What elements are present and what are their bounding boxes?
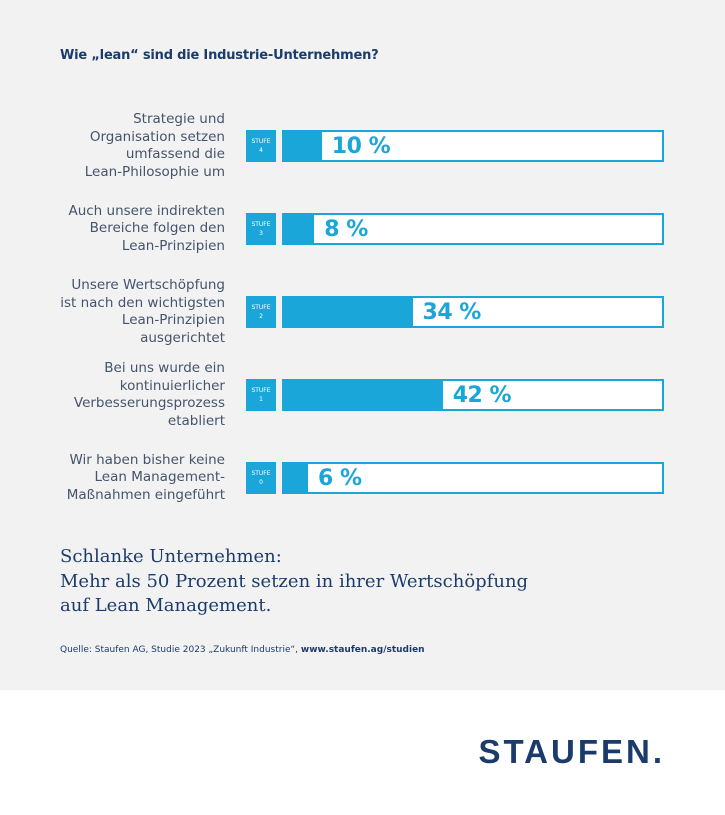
- bar-value-label: 34 %: [422, 300, 482, 325]
- chart-title: Wie „lean“ sind die Industrie-Unternehme…: [60, 48, 379, 63]
- category-label-line: umfassend die: [125, 146, 225, 162]
- category-label: Unsere Wertschöpfung ist nach den wichtig…: [25, 277, 225, 347]
- category-label-line: Bei uns wurde ein: [104, 360, 225, 376]
- bar: [284, 215, 315, 243]
- bar-value-label: 42 %: [452, 383, 512, 408]
- category-label: Bei uns wurde ein kontinuierlicher Verbess…: [25, 360, 225, 430]
- category-label-line: Auch unsere indirekten: [68, 202, 225, 219]
- category-label-line: Wir haben bisher keine: [69, 451, 225, 468]
- stufe-word: STUFE: [251, 221, 271, 228]
- category-label: Wir haben bisher keine Lean Management- Ma…: [25, 452, 225, 505]
- category-label-line: Strategie und: [133, 111, 225, 127]
- source-link[interactable]: www.staufen.ag/studien: [300, 645, 425, 655]
- category-label: Auch unsere indirekten Bereiche folgen de…: [25, 203, 225, 256]
- category-label: Strategie und Organisation setzen umfassen…: [25, 111, 225, 181]
- bar-value-label: 6 %: [318, 466, 362, 491]
- category-label-line: Unsere Wertschöpfung: [71, 277, 225, 293]
- stufe-number: 1: [259, 396, 263, 403]
- bar-track: 6 %: [282, 462, 664, 494]
- stufe-word: STUFE: [251, 138, 271, 145]
- source-note: Quelle: Staufen AG, Studie 2023 „Zukunft…: [60, 645, 425, 655]
- headline-line-2: Mehr als 50 Prozent setzen in ihrer Wert…: [60, 570, 529, 592]
- headline-line-1: Schlanke Unternehmen:: [60, 546, 282, 567]
- category-label-line: Organisation setzen: [89, 128, 225, 145]
- stufe-badge: STUFE 3: [246, 213, 276, 245]
- bar: [284, 381, 443, 409]
- stufe-number: 2: [259, 313, 263, 320]
- staufen-logo: STAUFEN.: [478, 733, 665, 770]
- headline-line-3: auf Lean Management.: [60, 595, 272, 616]
- category-label-line: Lean Management-: [94, 469, 225, 486]
- stufe-word: STUFE: [251, 304, 271, 311]
- stufe-badge: STUFE 0: [246, 462, 276, 494]
- stufe-number: 4: [259, 147, 263, 154]
- bar-track: 34 %: [282, 296, 664, 328]
- category-label-line: Maßnahmen eingeführt: [66, 486, 225, 503]
- stufe-number: 0: [259, 479, 263, 486]
- category-label-line: Bereiche folgen den: [89, 220, 225, 237]
- stufe-word: STUFE: [251, 387, 271, 394]
- category-label-line: Verbesserungsprozess: [73, 395, 225, 411]
- stufe-badge: STUFE 2: [246, 296, 276, 328]
- category-label-line: kontinuierlicher: [119, 377, 225, 394]
- category-label-line: etabliert: [167, 412, 225, 429]
- category-label-line: ausgerichtet: [140, 329, 225, 346]
- stufe-number: 3: [259, 230, 263, 237]
- bar-track: 8 %: [282, 213, 664, 245]
- bar-track: 10 %: [282, 130, 664, 162]
- bar-value-label: 10 %: [331, 134, 391, 159]
- category-label-line: ist nach den wichtigsten: [60, 294, 225, 311]
- bar: [284, 298, 413, 326]
- source-text: Quelle: Staufen AG, Studie 2023 „Zukunft…: [60, 645, 301, 655]
- infographic-panel: Wie „lean“ sind die Industrie-Unternehme…: [0, 0, 725, 690]
- bar-value-label: 8 %: [324, 217, 368, 242]
- headline: Schlanke Unternehmen: Mehr als 50 Prozen…: [60, 545, 528, 619]
- category-label-line: Lean-Prinzipien: [121, 312, 225, 328]
- stufe-word: STUFE: [251, 470, 271, 477]
- bar: [284, 464, 308, 492]
- category-label-line: Lean-Prinzipien: [121, 237, 225, 254]
- category-label-line: Lean-Philosophie um: [84, 163, 225, 180]
- stufe-badge: STUFE 4: [246, 130, 276, 162]
- stufe-badge: STUFE 1: [246, 379, 276, 411]
- bar: [284, 132, 322, 160]
- bar-track: 42 %: [282, 379, 664, 411]
